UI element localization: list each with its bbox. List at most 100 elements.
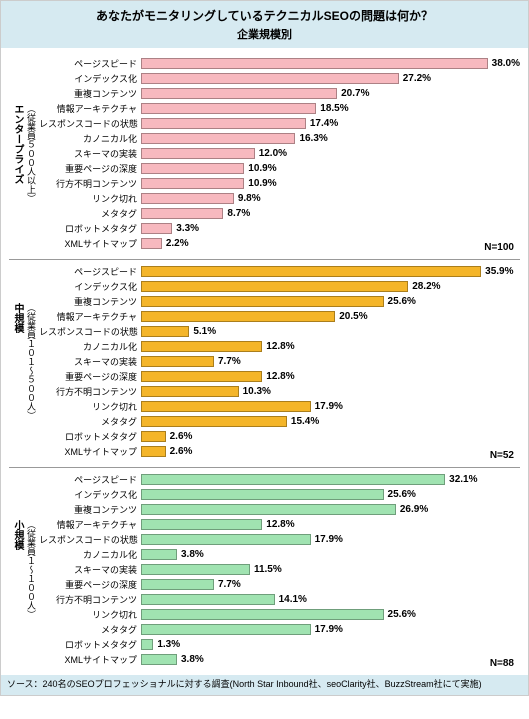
bar-row: 重要ページの深度 7.7% — [39, 577, 520, 592]
bar-label: 重要ページの深度 — [39, 162, 141, 175]
bar — [141, 238, 162, 249]
bar-row: スキーマの実装12.0% — [39, 146, 520, 161]
bar-label: メタタグ — [39, 415, 141, 428]
bar — [141, 326, 189, 337]
bar-value: 11.5% — [254, 564, 282, 575]
bar-value: 12.0% — [259, 148, 287, 159]
bar-row: スキーマの実装7.7% — [39, 354, 520, 369]
bar-area: 18.5% — [141, 103, 520, 114]
bar-value: 1.3% — [157, 639, 180, 650]
bar-label: 重要ページの深度 — [39, 370, 141, 383]
bar — [141, 371, 262, 382]
bar — [141, 474, 445, 485]
bar — [141, 208, 223, 219]
bar-area: 8.7% — [141, 208, 520, 219]
bar-value: 17.9% — [315, 534, 343, 545]
bar — [141, 564, 250, 575]
bar-row: ページスピード38.0% — [39, 56, 520, 71]
bar-value: 10.3% — [243, 386, 271, 397]
bar-label: 情報アーキテクチャ — [39, 102, 141, 115]
bar-area: 10.9% — [141, 163, 520, 174]
bar-row: 情報アーキテクチャ20.5% — [39, 309, 520, 324]
bar-area: 3.3% — [141, 223, 520, 234]
bar-area: 3.8% — [141, 654, 520, 665]
chart-section: 中規模（従業員１０１〜５００人）ページスピード35.9%インデックス化28.2%… — [9, 260, 520, 468]
bar-area: 26.9% — [141, 504, 520, 515]
bar-label: リンク切れ — [39, 608, 141, 621]
bar-row: ロボットメタタグ2.6% — [39, 429, 520, 444]
bar-area: 25.6% — [141, 609, 520, 620]
bar-label: スキーマの実装 — [39, 563, 141, 576]
bar-label: XMLサイトマップ — [39, 237, 141, 250]
bar-value: 9.8% — [238, 193, 261, 204]
bars-wrap: ページスピード32.1%インデックス化25.6%重複コンテンツ26.9%情報アー… — [39, 472, 520, 667]
bar-area: 20.5% — [141, 311, 520, 322]
bar-value: 7.7% — [218, 356, 241, 367]
bar — [141, 624, 311, 635]
bar-area: 1.3% — [141, 639, 520, 650]
section-sublabel: （従業員１〜１００人） — [25, 520, 38, 619]
bar-label: 重要ページの深度 — [39, 578, 141, 591]
bar-label: レスポンスコードの状態 — [39, 533, 141, 546]
bar-row: ページスピード35.9% — [39, 264, 520, 279]
bar-label: 行方不明コンテンツ — [39, 177, 141, 190]
section-sublabel: （従業員５００人以上） — [25, 104, 38, 203]
bar-value: 17.9% — [315, 624, 343, 635]
bar-value: 20.7% — [341, 88, 369, 99]
section-label-wrap: 中規模（従業員１０１〜５００人） — [9, 264, 39, 459]
bar-row: 重複コンテンツ26.9% — [39, 502, 520, 517]
bar — [141, 266, 481, 277]
bar — [141, 431, 166, 442]
bar-value: 5.1% — [193, 326, 216, 337]
bar — [141, 534, 311, 545]
bar-value: 3.3% — [176, 223, 199, 234]
bar-value: 15.4% — [291, 416, 319, 427]
bar-label: 行方不明コンテンツ — [39, 385, 141, 398]
bar-area: 17.9% — [141, 624, 520, 635]
bar-row: 行方不明コンテンツ 10.3% — [39, 384, 520, 399]
bar — [141, 639, 153, 650]
bar-row: メタタグ8.7% — [39, 206, 520, 221]
section-label-wrap: エンタープライズ（従業員５００人以上） — [9, 56, 39, 251]
bar-label: カノニカル化 — [39, 132, 141, 145]
bar-area: 15.4% — [141, 416, 520, 427]
bar — [141, 178, 244, 189]
bar-area: 25.6% — [141, 296, 520, 307]
bar-row: メタタグ 15.4% — [39, 414, 520, 429]
bar-label: XMLサイトマップ — [39, 445, 141, 458]
bar-area: 28.2% — [141, 281, 520, 292]
bar-area: 9.8% — [141, 193, 520, 204]
bar-value: 10.9% — [248, 178, 276, 189]
bars-wrap: ページスピード38.0%インデックス化27.2%重複コンテンツ20.7%情報アー… — [39, 56, 520, 251]
bar-row: 情報アーキテクチャ12.8% — [39, 517, 520, 532]
bar-area: 27.2% — [141, 73, 520, 84]
bar-label: 重複コンテンツ — [39, 295, 141, 308]
chart-section: エンタープライズ（従業員５００人以上）ページスピード38.0%インデックス化27… — [9, 52, 520, 260]
bar-row: 重複コンテンツ20.7% — [39, 86, 520, 101]
bar — [141, 579, 214, 590]
bar-row: ロボットメタタグ3.3% — [39, 221, 520, 236]
bar-area: 25.6% — [141, 489, 520, 500]
bar-row: レスポンスコードの状態5.1% — [39, 324, 520, 339]
bar-label: リンク切れ — [39, 192, 141, 205]
chart-footer: ソース：240名のSEOプロフェッショナルに対する調査(North Star I… — [1, 675, 528, 695]
bar-row: レスポンスコードの状態 17.9% — [39, 532, 520, 547]
bar-value: 7.7% — [218, 579, 241, 590]
bar — [141, 133, 295, 144]
bar-area: 12.8% — [141, 341, 520, 352]
bar-label: レスポンスコードの状態 — [39, 117, 141, 130]
bar — [141, 58, 488, 69]
bar-value: 3.8% — [181, 549, 204, 560]
bar-row: リンク切れ 9.8% — [39, 191, 520, 206]
bar-label: ページスピード — [39, 265, 141, 278]
bar-value: 3.8% — [181, 654, 204, 665]
chart-subtitle: 企業規模別 — [5, 26, 524, 42]
bar-value: 25.6% — [388, 609, 416, 620]
bar-value: 27.2% — [403, 73, 431, 84]
bar-row: 重複コンテンツ25.6% — [39, 294, 520, 309]
bar-area: 12.0% — [141, 148, 520, 159]
bar-label: ロボットメタタグ — [39, 638, 141, 651]
bar-area: 2.6% — [141, 431, 520, 442]
bar-value: 10.9% — [248, 163, 276, 174]
bar-area: 14.1% — [141, 594, 520, 605]
